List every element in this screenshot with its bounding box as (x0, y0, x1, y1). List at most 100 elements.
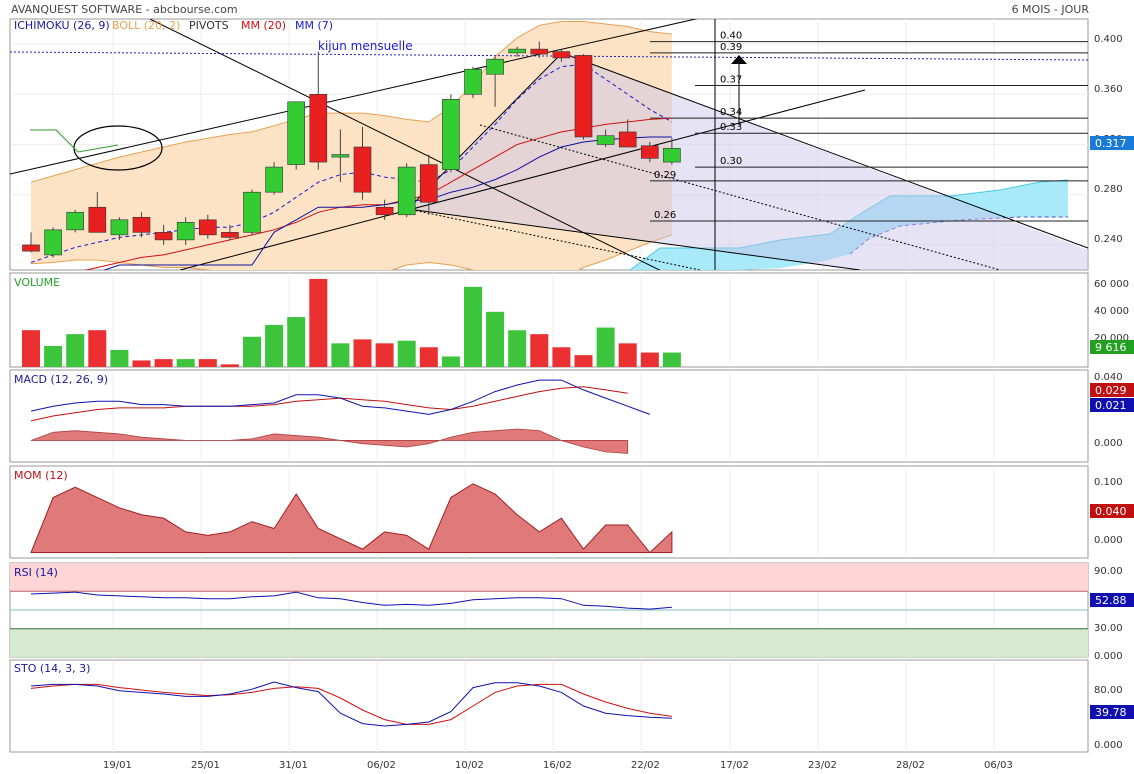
target-arrow-head (731, 55, 747, 64)
volume-bar (22, 330, 40, 367)
trend-line (179, 89, 866, 270)
macd-value: 0.021 (1095, 399, 1127, 412)
volume-bar (662, 352, 681, 367)
volume-last-badge (1090, 340, 1134, 354)
panel-frame (9, 369, 1089, 463)
legend-ichimoku: ICHIMOKU (26, 9) (14, 19, 110, 32)
candle (442, 99, 460, 170)
mm20-line (83, 117, 672, 270)
candle (663, 147, 681, 163)
price-tick: 0.280 (1094, 184, 1123, 195)
pivot-label: 0.34 (720, 107, 742, 118)
trend-line (10, 19, 698, 175)
mom-last-badge (1090, 504, 1134, 518)
volume-bar (375, 343, 394, 367)
volume-bar (331, 343, 350, 367)
candle (132, 216, 151, 233)
sto-title: STO (14, 3, 3) (14, 662, 90, 675)
candle (110, 219, 129, 236)
rsi-tick: 0.000 (1094, 651, 1123, 662)
annotation-line (30, 129, 119, 153)
mom-title: MOM (12) (14, 469, 68, 482)
legend-pivots: PIVOTS (189, 19, 229, 32)
pitchfork-median (407, 208, 701, 270)
sto-last-value: 39.78 (1095, 706, 1127, 719)
mm7-line (30, 63, 673, 263)
date-tick: 06/03 (984, 760, 1013, 771)
rsi-tick: 30.00 (1094, 623, 1123, 634)
volume-bar (287, 317, 306, 367)
volume-bar (309, 278, 328, 367)
header-period: 6 MOIS - JOUR (1012, 3, 1090, 16)
candle (574, 55, 593, 138)
candle (22, 244, 40, 252)
kijun-sen (103, 136, 672, 270)
rsi-oversold-zone (10, 628, 1088, 657)
header-title: AVANQUEST SOFTWARE - abcbourse.com (11, 3, 238, 16)
sto-d-line (30, 683, 672, 725)
candle (486, 58, 504, 75)
macd-tick: 0.000 (1094, 438, 1123, 449)
volume-bar (243, 336, 261, 367)
last-price-badge (1090, 136, 1134, 150)
mom-tick: 0.100 (1094, 477, 1123, 488)
volume-bar (464, 286, 482, 367)
candle (331, 154, 350, 158)
bollinger-band (31, 21, 672, 270)
macd-signal-badge (1090, 383, 1134, 397)
price-tick: 0.240 (1094, 234, 1123, 245)
candle (397, 166, 416, 216)
candle (88, 206, 107, 233)
pitchfork-lower (407, 208, 861, 270)
legend-mm7: MM (7) (295, 19, 333, 32)
volume-tick: 60 000 (1094, 279, 1129, 290)
candle (243, 191, 261, 233)
macd-panel (30, 379, 650, 454)
candle (375, 206, 394, 216)
pivot-label: 0.33 (720, 122, 742, 133)
date-tick: 06/02 (367, 760, 396, 771)
volume-bar (552, 347, 571, 367)
pivot-label: 0.37 (720, 75, 742, 86)
macd-tick: 0.040 (1094, 372, 1123, 383)
macd-value-badge (1090, 398, 1134, 412)
candle (287, 101, 306, 165)
candle (552, 51, 571, 59)
rsi-last-badge (1090, 593, 1134, 607)
sto-tick: 0.000 (1094, 740, 1123, 751)
volume-bar (220, 364, 239, 367)
pivot-label: 0.39 (720, 42, 742, 53)
cloud-base (849, 216, 1068, 255)
date-tick: 25/01 (191, 760, 220, 771)
sto-k-line (30, 681, 672, 727)
rsi-line (30, 591, 672, 610)
bollinger-upper (30, 21, 672, 183)
volume-title: VOLUME (14, 276, 60, 289)
candle (66, 211, 84, 231)
date-tick: 22/02 (631, 760, 660, 771)
macd-signal-line (30, 386, 628, 422)
volume-bar (353, 339, 372, 367)
price-tick: 0.400 (1094, 34, 1123, 45)
pivot-label: 0.29 (654, 170, 676, 181)
price-panel (10, 19, 1088, 270)
kijun-annotation: kijun mensuelle (318, 39, 413, 53)
panel-frame (9, 659, 1089, 753)
candle (353, 146, 372, 193)
rsi-last-value: 52.88 (1095, 594, 1127, 607)
date-tick: 16/02 (543, 760, 572, 771)
volume-bar (154, 359, 173, 367)
indicator-legend: ICHIMOKU (26, 9) BOLL (20, 2) PIVOTS MM … (14, 19, 413, 53)
candle (221, 232, 239, 238)
macd-line (30, 379, 650, 415)
pitchfork-median (479, 124, 1001, 270)
pitchfork-upper (561, 52, 1088, 249)
legend-mm20: MM (20) (241, 19, 286, 32)
momentum-panel (30, 483, 673, 554)
rsi-panel (10, 563, 1088, 657)
rsi-overbought-zone (10, 563, 1088, 592)
volume-tick: 20 000 (1094, 333, 1129, 344)
rsi-tick: 90.00 (1094, 566, 1123, 577)
pivot-label: 0.40 (720, 31, 742, 42)
